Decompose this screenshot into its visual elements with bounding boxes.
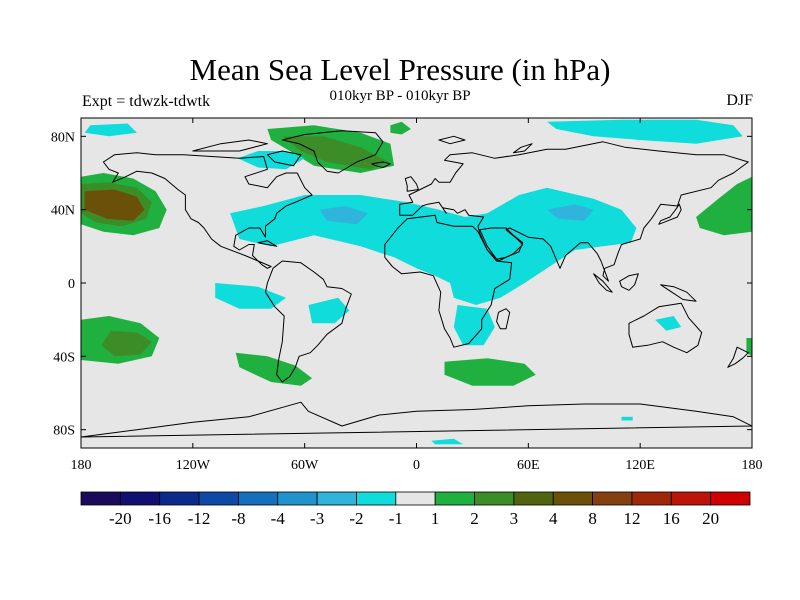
lon-tick-label: 120W [176,458,211,473]
latitude-axis: 80N 40N 0 40S 80S [51,130,752,439]
coastline-new-guinea [660,284,697,302]
coastline-novaya-zemlya [512,143,533,154]
lon-tick-label: 180 [71,458,92,473]
coastline-svalbard [438,135,466,145]
anomaly-region [621,416,633,421]
colorbar: -20 -16 -12 -8 -4 -3 -2 -1 1 2 3 4 8 12 16 20 [80,491,751,528]
colorbar-swatch [159,491,200,506]
colorbar-label: 8 [588,509,597,528]
anomaly-region [547,204,594,221]
coastline-japan [658,203,682,225]
anomaly-region [235,352,313,386]
colorbar-label: -1 [389,509,403,528]
coastline-borneo [619,273,639,291]
colorbar-label: -3 [310,509,324,528]
lat-tick-label: 0 [68,277,75,292]
colorbar-label: 2 [470,509,479,528]
lon-tick-label: 180 [742,458,763,473]
anomaly-region [444,358,536,386]
anomaly-region [101,330,152,357]
colorbar-swatch [670,491,712,506]
anomaly-region [746,338,752,357]
colorbar-label: 1 [431,509,440,528]
coastline-cuba [257,240,278,247]
coastline-canadian-islands [192,139,268,152]
colorbar-label: -20 [109,509,132,528]
anomaly-region [308,297,350,324]
anomaly-region [547,119,743,144]
colorbar-label: 16 [663,509,680,528]
coastline-iceland [371,161,391,168]
colorbar-label: -4 [271,509,286,528]
lat-tick-label: 80N [51,130,75,145]
anomaly-region [655,316,682,331]
coastline-new-zealand [727,346,749,368]
colorbar-swatch [356,491,397,506]
lon-tick-label: 0 [413,458,420,473]
lon-tick-label: 60E [517,458,540,473]
colorbar-swatch [552,491,593,506]
anomaly-region [84,189,145,221]
colorbar-label: -8 [231,509,245,528]
coastline-antarctica [81,401,752,438]
colorbar-swatch [277,491,318,506]
colorbar-swatch [316,491,357,506]
anomaly-region [319,206,368,225]
coastline-south-america [265,260,352,383]
coastline-uk [404,176,419,192]
coastline-sumatra [593,273,613,293]
colorbar-label: 3 [510,509,519,528]
pressure-anomaly-layer [81,119,752,445]
lat-tick-label: 40S [53,350,75,365]
lon-tick-label: 120E [625,458,655,473]
colorbar-label: 4 [549,509,558,528]
coastline-baffin [266,150,302,167]
colorbar-swatch [474,491,515,506]
anomaly-region [390,121,411,135]
colorbar-label: -16 [148,509,171,528]
coastline-eurasia [399,141,749,282]
experiment-label: Expt = tdwzk-tdwtk [82,93,211,110]
coastline-australia [628,302,703,354]
colorbar-label: -12 [188,509,211,528]
colorbar-swatch [592,491,633,506]
coastline-greenland [281,130,384,174]
longitude-axis: 180 120W 60W 0 60E 120E 180 [71,118,763,473]
anomaly-region [215,283,286,309]
colorbar-swatch [198,491,239,506]
coastline-madagascar [496,308,511,330]
anomaly-region [84,123,137,137]
colorbar-swatch [631,491,672,506]
lon-tick-label: 60W [291,458,319,473]
colorbar-label: 20 [702,509,719,528]
season-label: DJF [726,92,753,109]
coastline-north-america [102,152,313,269]
lat-tick-label: 40N [51,204,75,219]
colorbar-label: -2 [349,509,363,528]
lat-tick-label: 80S [53,424,75,439]
colorbar-swatch [238,491,279,506]
colorbar-swatch [434,491,475,506]
coastline-africa [384,214,513,348]
map-background [81,118,752,448]
colorbar-swatch [395,491,436,506]
anomaly-region [696,176,752,236]
page-title: Mean Sea Level Pressure (in hPa) [189,52,611,87]
coastline-arabia [479,227,524,260]
colorbar-swatch [80,491,121,506]
subtitle: 010kyr BP - 010kyr BP [329,88,471,104]
anomaly-region [282,136,389,170]
colorbar-label: 12 [623,509,640,528]
coastline-layer [81,130,752,438]
anomaly-region [431,438,464,445]
colorbar-swatch [119,491,161,506]
colorbar-swatch [513,491,554,506]
colorbar-swatch [710,491,751,506]
